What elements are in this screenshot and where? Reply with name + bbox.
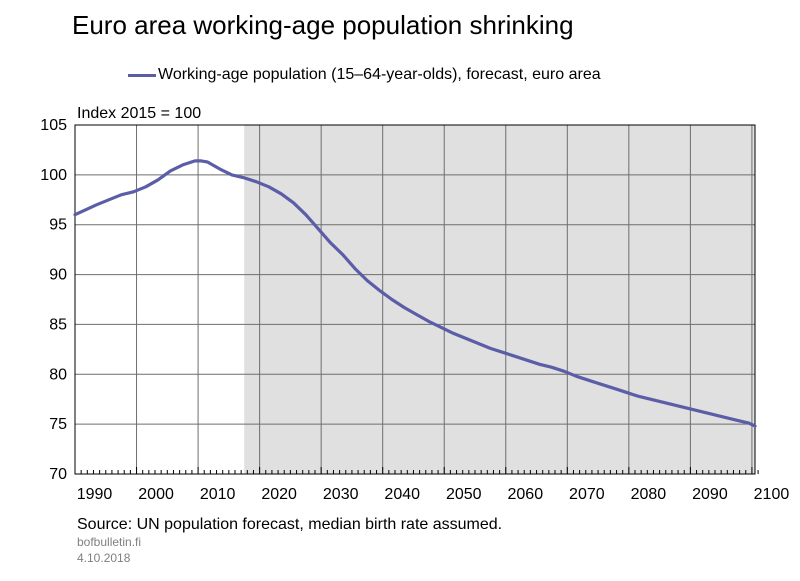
y-axis-unit-label: Index 2015 = 100	[77, 105, 202, 122]
x-tick-label: 2070	[569, 486, 605, 503]
x-tick-label: 2090	[692, 486, 728, 503]
date-label: 4.10.2018	[77, 551, 131, 565]
x-tick-label: 2080	[631, 486, 667, 503]
plot-frame	[74, 124, 756, 475]
y-tick-label: 95	[49, 217, 67, 234]
y-tick-label: 105	[40, 117, 67, 134]
y-tick-label: 80	[49, 366, 67, 383]
legend-label: Working-age population (15–64-year-olds)…	[158, 66, 601, 83]
chart-title: Euro area working-age population shrinki…	[72, 10, 574, 40]
x-tick-label: 1990	[77, 486, 113, 503]
y-tick-label: 75	[49, 416, 67, 433]
x-tick-label: 2050	[446, 486, 482, 503]
y-tick-label: 100	[40, 167, 67, 184]
y-tick-label: 90	[49, 267, 67, 284]
source-note: Source: UN population forecast, median b…	[77, 516, 503, 533]
x-tick-label: 2000	[138, 486, 174, 503]
x-tick-label: 2020	[261, 486, 297, 503]
legend: Working-age population (15–64-year-olds)…	[128, 66, 601, 84]
x-tick-label: 2060	[508, 486, 544, 503]
forecast-shading	[244, 125, 755, 474]
x-tick-label: 2030	[323, 486, 359, 503]
x-tick-label: 2040	[384, 486, 420, 503]
y-tick-label: 70	[49, 466, 67, 483]
x-tick-label: 2010	[200, 486, 236, 503]
series-line-working-age-population	[73, 159, 757, 428]
y-tick-label: 85	[49, 316, 67, 333]
legend-swatch	[128, 73, 156, 77]
x-tick-label: 2100	[754, 486, 790, 503]
site-label: bofbulletin.fi	[77, 535, 142, 549]
